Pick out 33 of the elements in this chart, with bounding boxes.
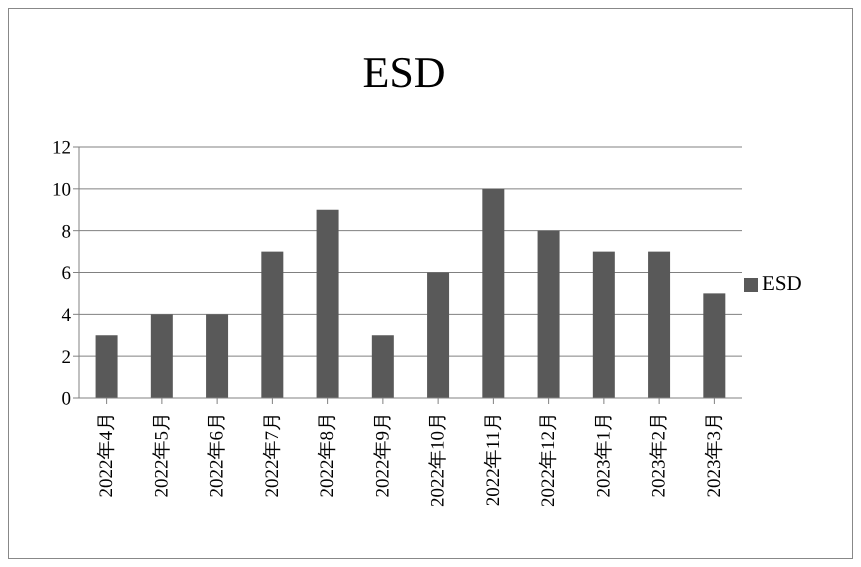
x-tick-label: 2023年2月 [648,412,670,498]
x-tick-label: 2022年12月 [538,412,560,507]
y-tick-label: 2 [62,346,71,368]
x-tick-label: 2022年7月 [262,412,283,498]
bar [261,252,284,398]
legend-label: ESD [762,271,802,295]
x-tick-label: 2022年9月 [372,412,394,498]
bar [482,188,504,398]
bar [592,252,615,398]
x-tick-label: 2022年5月 [151,412,172,498]
x-tick-label: 2022年10月 [428,412,449,507]
bar [316,210,339,398]
x-tick-label: 2023年3月 [704,412,725,498]
y-tick-label: 8 [62,221,71,242]
x-tick-label: 2023年1月 [593,412,614,498]
bar [96,335,118,398]
bar [703,293,726,398]
x-tick-label: 2022年6月 [206,412,228,498]
bar [427,272,450,398]
x-tick-label: 2022年4月 [96,412,118,498]
bar [538,230,560,398]
y-tick-label: 4 [62,305,72,326]
y-tick-label: 12 [52,138,71,159]
bar [206,314,228,398]
y-tick-label: 0 [62,388,71,410]
chart-title: ESD [361,47,447,98]
y-tick-label: 10 [52,180,71,201]
bar [150,314,173,398]
bar [372,335,394,398]
bar [648,252,670,398]
x-tick-label: 2022年8月 [317,412,338,498]
y-tick-label: 6 [62,263,71,284]
x-tick-label: 2022年11月 [482,412,504,506]
